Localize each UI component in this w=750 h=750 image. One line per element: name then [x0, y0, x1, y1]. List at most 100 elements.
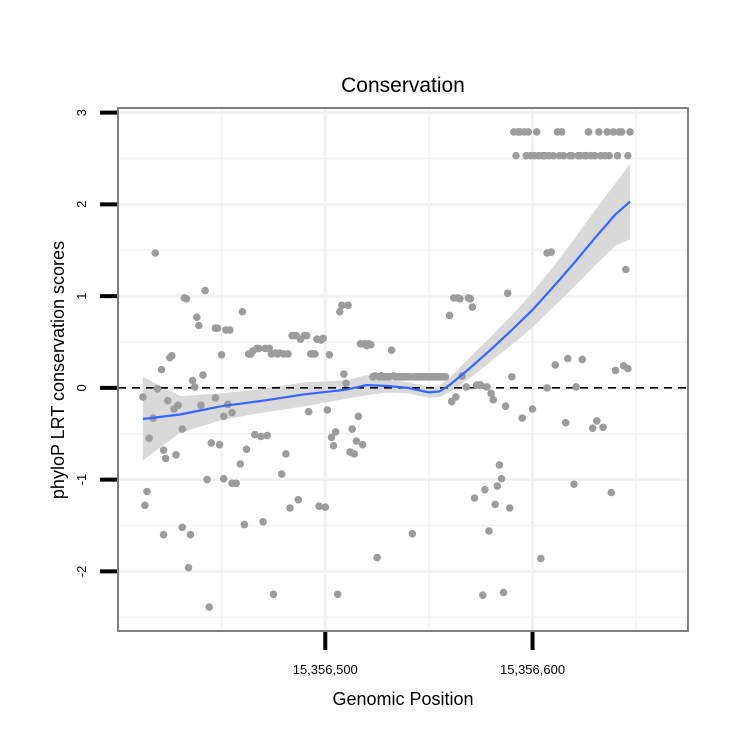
data-point [157, 365, 166, 374]
data-point [242, 445, 251, 454]
data-point [350, 450, 359, 458]
data-point [408, 529, 417, 538]
data-point [493, 482, 502, 490]
data-point [336, 307, 344, 316]
data-point [259, 518, 267, 526]
data-point [578, 355, 587, 364]
data-point [178, 425, 187, 433]
data-point [528, 405, 537, 413]
data-point [609, 128, 618, 136]
y-tick-label: 0 [74, 384, 89, 391]
y-tick-label: 3 [74, 109, 89, 116]
data-point [607, 488, 616, 497]
data-point [174, 401, 182, 410]
data-point [358, 440, 367, 449]
smooth-line [142, 200, 631, 421]
data-point [584, 128, 593, 136]
data-point [269, 590, 278, 599]
data-point [255, 344, 263, 353]
data-point [228, 408, 236, 417]
data-point [311, 350, 319, 358]
data-point [238, 307, 247, 316]
data-point [499, 588, 508, 597]
data-point [315, 502, 323, 511]
data-point [193, 313, 201, 322]
data-point [624, 364, 632, 373]
data-point [325, 351, 334, 359]
data-point [483, 383, 491, 391]
data-point [219, 412, 228, 421]
data-point [188, 376, 197, 385]
data-point [352, 437, 361, 445]
data-point [564, 354, 572, 363]
data-point [323, 406, 332, 414]
data-point [141, 501, 149, 510]
data-point [551, 361, 560, 369]
data-point [373, 553, 381, 562]
y-axis-label: phyloP LRT conservation scores [48, 241, 68, 499]
data-point [178, 523, 187, 532]
data-point [163, 396, 172, 405]
data-point [257, 432, 265, 441]
points-layer [139, 128, 634, 611]
data-point [503, 289, 512, 298]
data-point [441, 373, 450, 381]
data-point [215, 440, 224, 449]
data-point [367, 340, 375, 349]
data-point [211, 394, 220, 402]
data-point [468, 303, 477, 311]
y-tick-label: 1 [74, 292, 89, 299]
data-point [159, 446, 168, 455]
x-tick-label: 15,356,500 [293, 662, 358, 677]
data-point [624, 151, 632, 160]
data-point [329, 441, 338, 450]
data-point [532, 128, 541, 136]
data-point [497, 474, 506, 483]
data-point [466, 295, 475, 303]
data-point [491, 500, 500, 509]
chart-title: Conservation [341, 74, 465, 97]
data-point [452, 393, 460, 401]
data-point [489, 396, 498, 404]
data-point [626, 128, 634, 136]
data-point [605, 151, 613, 160]
x-axis-label: Genomic Position [332, 689, 473, 709]
data-point [236, 460, 245, 468]
data-point [217, 351, 226, 359]
data-point [186, 530, 195, 539]
data-point [561, 418, 570, 427]
data-point [547, 248, 555, 256]
data-point [251, 430, 259, 439]
data-point [263, 431, 272, 440]
data-point [327, 433, 336, 442]
data-point [344, 301, 352, 310]
data-point [277, 470, 286, 478]
data-point [501, 402, 510, 411]
data-point [143, 487, 151, 496]
y-tick-label: -2 [74, 566, 89, 578]
x-tick-label: 15,356,600 [500, 662, 565, 677]
confidence-ribbon [142, 164, 630, 461]
data-point [195, 321, 203, 330]
data-point [613, 151, 622, 160]
data-point [508, 373, 516, 381]
data-point [570, 480, 578, 489]
data-point [537, 554, 545, 563]
data-point [445, 311, 454, 320]
data-point [151, 249, 160, 257]
data-point [139, 393, 147, 401]
data-point [159, 530, 168, 539]
data-point [348, 425, 357, 433]
data-point [456, 295, 464, 303]
data-point [481, 485, 489, 494]
data-point [199, 371, 207, 379]
data-point [302, 331, 311, 340]
data-point [294, 496, 303, 504]
smooth-line-layer [142, 200, 631, 421]
data-point [207, 439, 216, 447]
data-point [590, 151, 599, 160]
data-point [543, 384, 551, 392]
axes: 3 2 1 0 -1 -2 15,356,500 15,356,600 [74, 109, 565, 677]
data-point [470, 494, 479, 502]
